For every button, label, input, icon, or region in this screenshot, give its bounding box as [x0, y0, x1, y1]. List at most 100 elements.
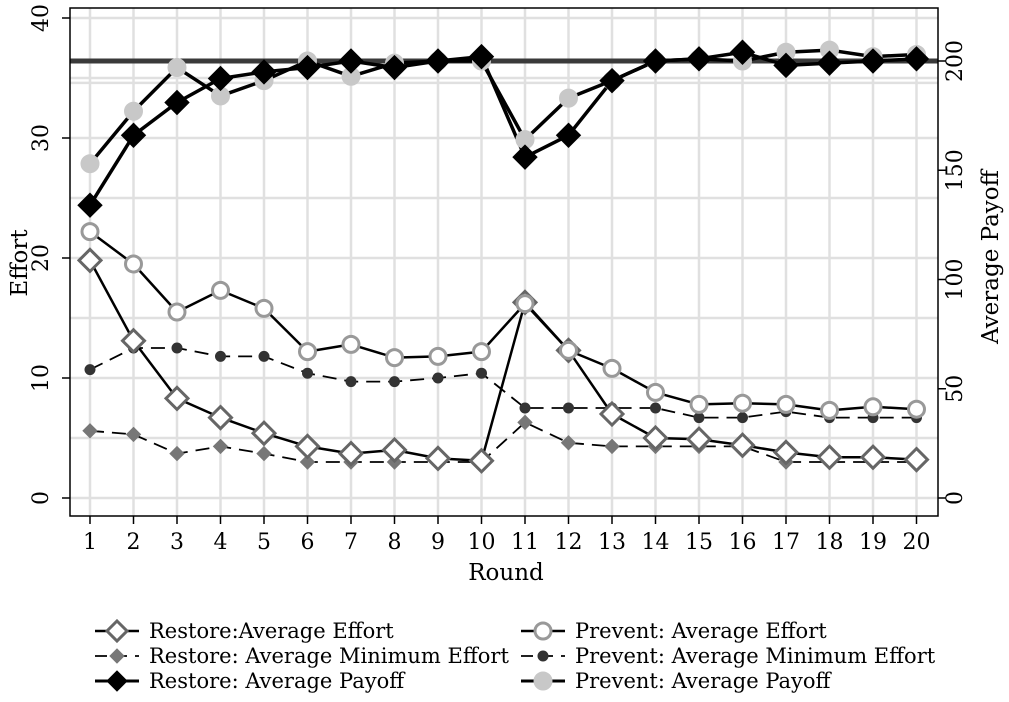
y-left-tick-label-10: 10	[29, 364, 54, 392]
series-5-point-4	[215, 350, 226, 362]
x-tick-label-15: 15	[685, 530, 713, 555]
series-3-point-16	[729, 39, 756, 65]
series-1-point-16	[729, 432, 756, 459]
series-6-point-3	[167, 58, 187, 78]
data-markers	[76, 39, 930, 474]
legend-label-5: Prevent: Average Minimum Effort	[575, 644, 936, 668]
series-5-point-7	[345, 376, 357, 388]
series-1-point-8	[381, 436, 408, 464]
series-4-point-18	[820, 400, 839, 420]
series-4-point-17	[776, 394, 796, 414]
series-4-point-16	[733, 393, 752, 413]
series-3-point-4	[207, 65, 234, 92]
series-2-point-12	[560, 435, 577, 451]
series-3-point-12	[555, 122, 582, 148]
series-1-point-4	[207, 404, 234, 431]
series-5-point-11	[519, 402, 531, 414]
series-5-point-1	[84, 364, 96, 376]
series-1-point-15	[685, 426, 713, 453]
legend-label-4: Prevent: Average Effort	[575, 619, 827, 643]
series-2-point-1	[82, 423, 98, 439]
series-3-point-19	[860, 48, 886, 74]
x-tick-label-8: 8	[388, 530, 402, 555]
series-1-point-18	[816, 444, 843, 471]
axis-bottom: 1 2 3 4 5 6 7 8 9 10 11 12 13 14 15 16 17 18 19 20	[83, 516, 931, 555]
series-3-point-9	[425, 48, 451, 74]
series-5-point-5	[258, 350, 270, 362]
series-4-point-5	[254, 298, 274, 318]
series-6-point-1	[80, 154, 100, 174]
series-3-point-15	[686, 46, 712, 72]
x-tick-label-20: 20	[903, 530, 931, 555]
series-3-point-18	[816, 50, 843, 76]
series-3-point-11	[512, 144, 538, 170]
series-3-point-7	[338, 48, 364, 74]
series-2-point-6	[299, 454, 316, 470]
legend-label-6: Prevent: Average Payoff	[575, 669, 833, 693]
legend-marker-4	[533, 621, 553, 641]
legend-label-2: Restore: Average Minimum Effort	[149, 644, 509, 668]
series-2-point-11	[517, 414, 533, 431]
y-right-tick-label-100: 100	[943, 259, 968, 301]
series-5-point-6	[302, 367, 313, 379]
series-2-point-4	[212, 438, 229, 455]
y-right-tick-label-50: 50	[943, 375, 968, 403]
series-5-point-14	[650, 402, 661, 414]
legend-label-1: Restore:Average Effort	[149, 619, 394, 643]
y-right-tick-label-0: 0	[943, 491, 968, 505]
x-tick-label-9: 9	[431, 530, 445, 555]
y-left-tick-label-40: 40	[29, 4, 54, 32]
series-4-point-7	[341, 334, 361, 354]
series-5-point-16	[737, 412, 748, 424]
x-tick-label-7: 7	[344, 530, 358, 555]
series-4-point-8	[385, 348, 404, 368]
x-tick-label-17: 17	[772, 530, 800, 555]
legend-marker-1	[104, 618, 130, 644]
series-3-point-10	[468, 43, 495, 70]
axis-left: 0 10 20 30 40	[29, 4, 70, 505]
series-3-point-3	[164, 89, 190, 116]
y-left-tick-label-30: 30	[29, 124, 54, 152]
series-5-point-3	[171, 342, 183, 354]
series-1-point-2	[120, 327, 147, 354]
series-2-point-3	[169, 445, 185, 462]
series-4-point-19	[863, 397, 883, 417]
series-3-point-5	[251, 59, 277, 85]
axis-right: 0 50 100 150 200	[938, 40, 968, 505]
x-tick-label-16: 16	[729, 530, 757, 555]
series-4-point-12	[559, 340, 578, 360]
series-1-point-14	[642, 424, 669, 452]
series-4-point-1	[80, 222, 100, 242]
series-1-point-7	[337, 440, 365, 467]
series-1-point-20	[903, 446, 930, 473]
x-axis-label: Round	[468, 560, 544, 586]
series-line-2	[89, 421, 917, 463]
y-right-tick-label-200: 200	[943, 40, 968, 82]
x-tick-label-3: 3	[170, 530, 184, 555]
y-right-tick-label-150: 150	[943, 149, 968, 191]
series-4-point-13	[602, 358, 622, 378]
series-5-point-15	[693, 412, 705, 424]
series-6-point-12	[559, 88, 578, 108]
y-axis-label-right: Average Payoff	[978, 168, 1004, 345]
series-3-point-8	[381, 54, 408, 81]
x-tick-label-1: 1	[83, 530, 97, 555]
series-1-point-1	[76, 247, 104, 274]
series-3-point-2	[120, 122, 147, 148]
series-5-point-12	[563, 402, 574, 414]
series-3-point-1	[77, 192, 103, 218]
x-tick-label-2: 2	[127, 530, 141, 555]
series-markers-4	[80, 222, 926, 420]
x-tick-label-12: 12	[555, 530, 583, 555]
plot-frame	[69, 7, 939, 517]
series-5-point-9	[432, 372, 444, 384]
series-3-point-13	[599, 67, 625, 94]
series-1-point-10	[468, 447, 495, 474]
series-1-point-3	[163, 385, 191, 412]
legend-marker-6	[533, 671, 553, 691]
series-4-point-6	[298, 342, 317, 362]
series-6-point-2	[124, 101, 143, 121]
legend-marker-2	[109, 648, 125, 664]
series-4-point-14	[646, 382, 665, 402]
